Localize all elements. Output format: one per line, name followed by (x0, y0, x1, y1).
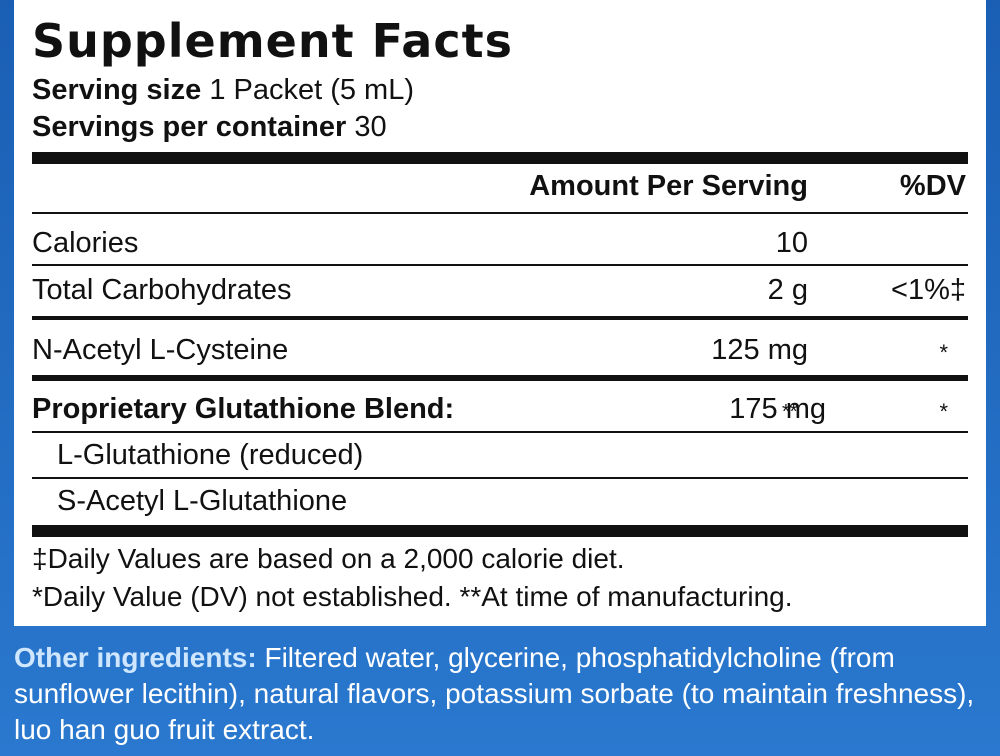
row-amount: 175 mg (729, 393, 826, 425)
other-ingredients-label: Other ingredients: (14, 642, 257, 673)
servings-value: 30 (354, 111, 387, 143)
thick-rule (32, 525, 968, 537)
row-name: Calories (32, 227, 139, 259)
footnote: *Daily Value (DV) not established. **At … (32, 581, 793, 612)
row-name: Total Carbohydrates (32, 274, 292, 306)
rule (32, 477, 968, 479)
thick-rule (32, 152, 968, 164)
row-dv: <1%‡ (891, 274, 966, 306)
row-name: L-Glutathione (reduced) (57, 439, 364, 471)
serving-size-value: 1 Packet (5 mL) (209, 74, 414, 106)
row-amount: 2 g (767, 274, 808, 306)
rule (32, 431, 968, 433)
row-dv: * (939, 399, 948, 424)
row-name: Proprietary Glutathione Blend: (32, 393, 455, 425)
row-amount: 10 (775, 227, 808, 259)
row-name: N-Acetyl L-Cysteine (32, 334, 289, 366)
row-name: S-Acetyl L-Glutathione (57, 485, 348, 517)
footnote: ‡Daily Values are based on a 2,000 calor… (32, 543, 625, 574)
rule (32, 212, 968, 214)
other-ingredients: Other ingredients: Filtered water, glyce… (14, 640, 989, 748)
supplement-facts-panel: Supplement Facts Serving size 1 Packet (… (14, 0, 986, 626)
other-ingredients-text: Filtered water, glycerine, phosphatidylc… (14, 642, 975, 745)
row-amount: 125 mg (711, 334, 808, 366)
amount-header: Amount Per Serving (529, 170, 808, 202)
servings-label: Servings per container (32, 111, 347, 143)
serving-size-label: Serving size (32, 74, 202, 106)
row-dv: * (939, 340, 948, 365)
servings-per-container: Servings per container 30 (32, 113, 387, 142)
rule (32, 316, 968, 320)
rule (32, 264, 968, 266)
row-amount-note: ** (782, 401, 798, 423)
serving-size: Serving size 1 Packet (5 mL) (32, 76, 414, 105)
rule (32, 375, 968, 381)
dv-header: %DV (899, 170, 966, 202)
title: Supplement Facts (32, 14, 513, 68)
